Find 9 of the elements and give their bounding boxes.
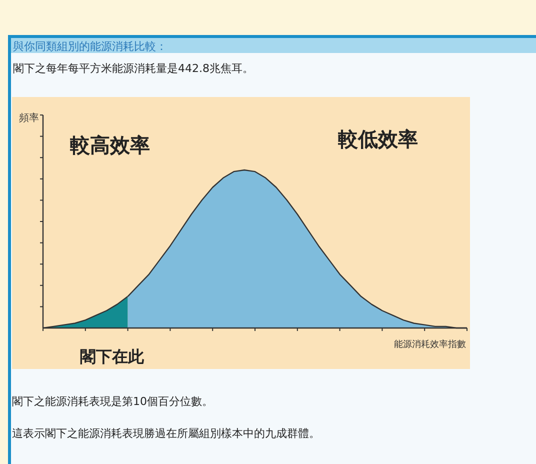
text: 這表示閣下之能源消耗表現勝過在所屬組別樣本中的九成群體。	[12, 427, 320, 440]
chart-title: 與你同類組別的能源消耗比較：	[13, 40, 167, 53]
text: 閣下之能源消耗表現是第10個百分位數。	[12, 395, 213, 408]
y-axis-title: 頻率	[19, 112, 39, 124]
text: 閣下在此	[80, 347, 145, 366]
text: 較低效率	[337, 127, 418, 151]
chart-subtitle: 閣下之每年每平方米能源消耗量是442.8兆焦耳。	[13, 62, 254, 75]
text: 較高效率	[69, 133, 150, 157]
x-axis-title: 能源消耗效率指數	[394, 339, 466, 350]
